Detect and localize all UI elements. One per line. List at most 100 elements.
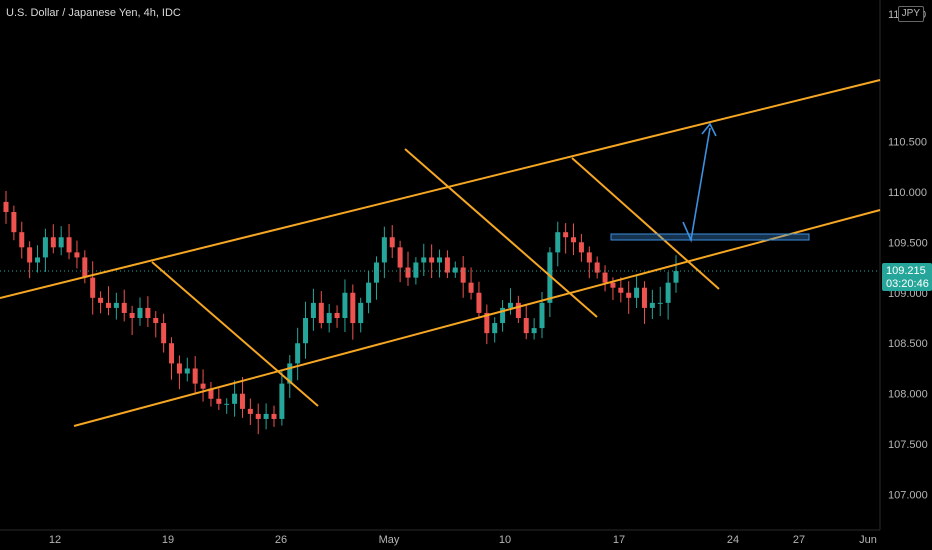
candle-body <box>263 413 269 419</box>
candle-body <box>413 262 419 278</box>
candle-body <box>216 398 222 404</box>
candle-body <box>373 262 379 283</box>
candle-body <box>287 363 293 384</box>
candle-body <box>468 282 474 293</box>
drawing-overlays <box>0 79 881 427</box>
price-axis[interactable]: 110.500110.000109.500109.000108.500108.0… <box>882 9 932 502</box>
candle-body <box>626 292 632 298</box>
candle-body <box>82 257 88 278</box>
candle-body <box>271 413 277 419</box>
candle-body <box>555 232 561 253</box>
candle-body <box>389 237 395 248</box>
symbol-title: U.S. Dollar / Japanese Yen, 4h, IDC <box>6 7 181 19</box>
candle-body <box>247 408 253 414</box>
candle-body <box>176 363 182 374</box>
upper-channel-line <box>0 79 881 299</box>
y-tick-label: 108.500 <box>888 338 928 350</box>
candle-body <box>500 307 506 324</box>
projection-arrow <box>682 127 711 243</box>
candle-body <box>358 302 364 324</box>
candle-body <box>602 272 608 283</box>
candle-body <box>169 343 175 364</box>
candle-body <box>665 282 671 303</box>
candle-body <box>649 302 655 308</box>
candle-body <box>634 287 640 298</box>
candle-body <box>113 302 119 308</box>
candle-body <box>484 312 490 334</box>
candle-body <box>657 302 663 304</box>
candle-body <box>98 297 104 303</box>
candle-body <box>429 257 435 263</box>
candle-body <box>610 282 616 288</box>
candle-body <box>523 318 529 334</box>
candle-body <box>452 267 458 273</box>
candle-body <box>137 307 143 318</box>
candle-body <box>366 282 372 303</box>
candle-body <box>405 267 411 278</box>
candle-body <box>444 257 450 273</box>
candle-body <box>586 252 592 263</box>
candle-body <box>145 307 151 318</box>
support-zone-box <box>610 233 810 241</box>
candle-body <box>295 343 301 364</box>
candle-body <box>19 232 25 248</box>
candle-body <box>350 292 356 324</box>
y-tick-label: 110.500 <box>888 136 927 148</box>
candle-body <box>618 287 624 293</box>
candle-body <box>563 232 569 238</box>
currency-badge[interactable]: JPY <box>897 6 924 22</box>
price-tag-value: 109.215 <box>886 265 926 277</box>
candle-body <box>11 212 17 233</box>
candle-body <box>578 242 584 253</box>
candle-body <box>58 237 64 248</box>
candle-body <box>279 383 285 419</box>
price-tag-countdown: 03:20:46 <box>886 278 929 290</box>
candle-body <box>3 201 9 212</box>
candle-body <box>381 237 387 263</box>
candle-body <box>571 237 577 243</box>
x-tick-label: 24 <box>727 534 739 546</box>
candle-body <box>437 257 443 263</box>
candle-body <box>129 312 135 318</box>
candle-body <box>50 237 56 248</box>
y-tick-label: 109.500 <box>888 237 928 249</box>
candle-body <box>224 403 230 405</box>
candle-body <box>547 252 553 303</box>
candle-body <box>531 328 537 334</box>
x-tick-label: 26 <box>275 534 287 546</box>
candle-body <box>192 368 198 384</box>
candle-body <box>27 247 33 263</box>
x-tick-label: 27 <box>793 534 805 546</box>
candle-body <box>476 292 482 313</box>
candle-body <box>35 257 41 263</box>
time-axis[interactable]: 12 19 26 May 10 17 24 27 Jun <box>49 534 877 546</box>
candle-body <box>208 388 214 399</box>
candle-body <box>641 287 647 308</box>
candle-body <box>66 237 72 253</box>
candle-body <box>326 312 332 324</box>
candle-body <box>239 393 245 409</box>
candle-body <box>421 257 427 263</box>
candle-body <box>105 302 111 308</box>
price-tag-box <box>882 263 932 292</box>
candle-body <box>515 302 521 318</box>
x-tick-label: 19 <box>162 534 174 546</box>
candle-body <box>673 271 679 283</box>
y-tick-label: 110.000 <box>888 187 927 199</box>
candle-body <box>255 413 261 419</box>
y-tick-label: 107.000 <box>888 490 928 502</box>
x-tick-label: May <box>379 534 400 546</box>
lower-channel-line <box>73 209 881 427</box>
x-tick-label: 17 <box>613 534 625 546</box>
candle-body <box>232 393 238 404</box>
candle-body <box>200 383 206 389</box>
candle-body <box>161 323 167 344</box>
candle-body <box>310 302 316 318</box>
candle-body <box>594 262 600 273</box>
candle-body <box>492 323 498 334</box>
candle-body <box>342 292 348 318</box>
y-tick-label: 107.500 <box>888 439 928 451</box>
candle-body <box>507 302 513 308</box>
